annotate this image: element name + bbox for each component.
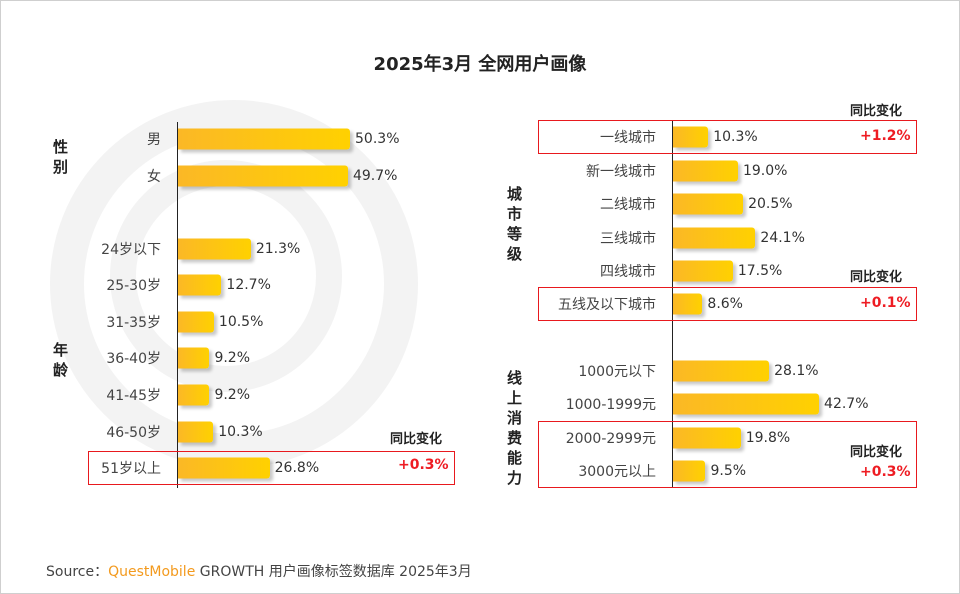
bar [178, 347, 210, 369]
highlight-box [88, 451, 455, 485]
bar [178, 165, 348, 187]
category-label: 五线及以下城市 [558, 297, 656, 313]
highlight-box [538, 287, 917, 321]
bar [178, 238, 251, 260]
category-label: 四线城市 [600, 264, 656, 280]
bar [178, 311, 214, 333]
category-label: 男 [147, 132, 161, 148]
bar [673, 293, 703, 315]
bar [673, 126, 709, 148]
yoy-header: 同比变化 [850, 270, 903, 285]
yoy-value: +1.2% [860, 128, 911, 144]
value-label: 19.0% [742, 163, 788, 179]
highlight-box [538, 120, 917, 154]
bar [673, 260, 733, 282]
bar [673, 460, 706, 482]
value-label: 10.3% [218, 424, 263, 440]
category-label: 46-50岁 [106, 425, 161, 441]
category-label: 三线城市 [600, 231, 656, 247]
yoy-header: 同比变化 [850, 104, 903, 119]
source-brand: QuestMobile [108, 564, 196, 580]
category-label: 41-45岁 [106, 388, 161, 404]
yoy-header: 同比变化 [390, 432, 443, 447]
source-note: Source：QuestMobile GROWTH 用户画像标签数据库 2025… [46, 561, 472, 581]
category-label: 一线城市 [600, 130, 656, 146]
group-label: 性别 [52, 138, 68, 176]
category-label: 2000-2999元 [565, 431, 656, 447]
yoy-value: +0.3% [398, 457, 449, 473]
value-label: 10.5% [218, 314, 264, 330]
value-label: 9.2% [214, 387, 251, 403]
yoy-header: 同比变化 [850, 445, 903, 460]
axis-line-right [672, 121, 673, 488]
value-label: 17.5% [737, 263, 783, 279]
value-label: 12.7% [226, 277, 271, 293]
category-label: 24岁以下 [101, 242, 161, 258]
chart-title: 2025年3月 全网用户画像 [373, 54, 587, 75]
value-label: 26.8% [274, 460, 320, 476]
value-label: 10.3% [713, 129, 758, 145]
value-label: 24.1% [760, 230, 805, 246]
category-label: 新一线城市 [586, 164, 656, 180]
value-label: 21.3% [255, 241, 301, 257]
value-label: 20.5% [748, 196, 793, 212]
bar [178, 128, 351, 150]
bar [673, 360, 770, 382]
group-label: 线上消费能力 [506, 369, 522, 487]
group-label: 年龄 [52, 341, 68, 379]
category-label: 二线城市 [600, 197, 656, 213]
category-label: 36-40岁 [106, 351, 161, 367]
bar [673, 160, 738, 182]
category-label: 31-35岁 [106, 315, 161, 331]
value-label: 28.1% [774, 363, 819, 379]
bar [178, 457, 270, 479]
yoy-value: +0.3% [860, 464, 911, 480]
bar [673, 427, 741, 449]
value-label: 9.2% [214, 350, 251, 366]
category-label: 51岁以上 [101, 461, 161, 477]
highlight-box [538, 421, 917, 488]
category-label: 女 [147, 169, 161, 185]
value-label: 49.7% [352, 168, 398, 184]
value-label: 9.5% [710, 463, 747, 479]
category-label: 1000元以下 [578, 364, 656, 380]
axis-line-left [177, 122, 178, 488]
value-label: 42.7% [824, 396, 869, 412]
yoy-value: +0.1% [860, 295, 911, 311]
value-label: 8.6% [707, 296, 743, 312]
value-label: 19.8% [745, 430, 791, 446]
source-label: Source： [46, 564, 109, 580]
source-text: GROWTH 用户画像标签数据库 2025年3月 [199, 564, 472, 580]
bar [673, 193, 744, 215]
bar [178, 274, 222, 296]
bar [178, 384, 210, 406]
category-label: 1000-1999元 [565, 397, 656, 413]
bar [673, 393, 820, 415]
bar [178, 421, 214, 443]
value-label: 50.3% [355, 131, 400, 147]
group-label: 城市等级 [506, 185, 522, 263]
category-label: 25-30岁 [106, 278, 161, 294]
category-label: 3000元以上 [578, 464, 656, 480]
bar [673, 227, 756, 249]
